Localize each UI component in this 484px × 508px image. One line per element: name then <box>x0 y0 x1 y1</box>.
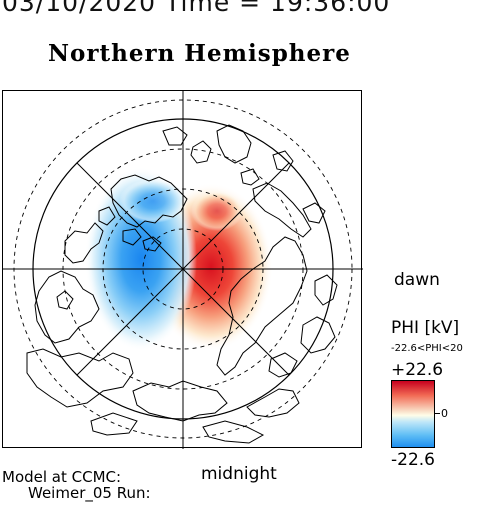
dusk-cell-lobe <box>119 179 187 223</box>
dawn-cell-lobe <box>191 191 243 231</box>
colorbar-max-label: +22.6 <box>391 360 444 380</box>
colorbar-min-label: -22.6 <box>391 450 435 470</box>
meridian-grid <box>3 91 363 449</box>
polar-map-canvas <box>3 91 363 449</box>
polar-map <box>2 90 363 449</box>
model-label: Model at CCMC: <box>2 468 122 486</box>
potential-pattern <box>85 167 273 351</box>
header-date-time: 03/10/2020 Time = 19:36:00 <box>2 0 391 17</box>
colorbar-zero-tick <box>434 413 440 414</box>
coastlines <box>26 124 338 444</box>
midnight-label: midnight <box>201 464 277 484</box>
colorbar-title: PHI [kV] <box>391 318 460 338</box>
plot-title: Northern Hemisphere <box>48 40 351 67</box>
dawn-label: dawn <box>394 270 440 290</box>
colorbar <box>391 380 435 448</box>
meridian-diagonal-2 <box>76 162 290 376</box>
run-label: Weimer_05 Run: <box>28 484 151 502</box>
colorbar-range-text: -22.6<PHI<20 <box>391 343 463 354</box>
colorbar-zero-label: 0 <box>441 407 448 420</box>
